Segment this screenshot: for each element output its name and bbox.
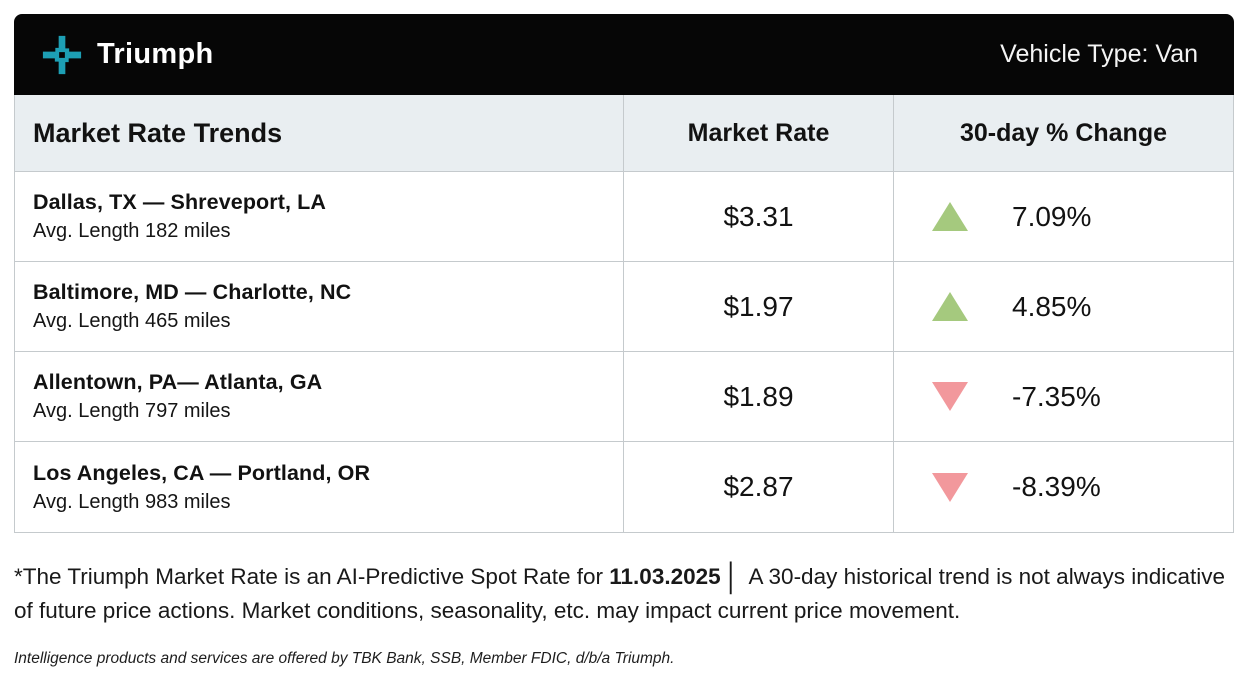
- separator-bar: │: [723, 562, 741, 592]
- change-value: 7.09%: [1012, 200, 1092, 232]
- lane-cell: Dallas, TX — Shreveport, LA Avg. Length …: [15, 172, 624, 261]
- down-triangle-icon: [932, 382, 968, 411]
- table-row: Allentown, PA— Atlanta, GA Avg. Length 7…: [15, 352, 1233, 442]
- change-value: -7.35%: [1012, 380, 1101, 412]
- down-triangle-icon: [932, 472, 968, 502]
- lane-name: Allentown, PA— Atlanta, GA: [33, 370, 323, 394]
- table-header-row: Market Rate Trends Market Rate 30-day % …: [15, 95, 1233, 172]
- up-triangle-icon: [932, 292, 968, 321]
- market-rate-value: $1.97: [624, 262, 894, 351]
- rate-date: 11.03.2025: [609, 564, 721, 589]
- vehicle-type-label: Vehicle Type: Van: [1000, 40, 1198, 68]
- lane-avg-length: Avg. Length 465 miles: [33, 310, 231, 332]
- triumph-cross-icon: [42, 35, 82, 74]
- disclaimer-prefix: *The Triumph Market Rate is an AI-Predic…: [14, 564, 610, 589]
- market-rate-value: $2.87: [624, 442, 894, 532]
- column-header-change: 30-day % Change: [959, 118, 1167, 147]
- change-value: 4.85%: [1012, 290, 1092, 322]
- table-row: Dallas, TX — Shreveport, LA Avg. Length …: [15, 172, 1233, 262]
- disclaimer-text: *The Triumph Market Rate is an AI-Predic…: [14, 560, 1234, 627]
- change-value: -8.39%: [1012, 471, 1101, 502]
- lane-avg-length: Avg. Length 797 miles: [33, 400, 231, 422]
- lane-cell: Los Angeles, CA — Portland, OR Avg. Leng…: [15, 442, 624, 532]
- top-brand-bar: Triumph Vehicle Type: Van: [14, 14, 1234, 95]
- report-card: Triumph Vehicle Type: Van Market Rate Tr…: [14, 14, 1234, 683]
- column-header-lane: Market Rate Trends: [15, 95, 624, 171]
- lane-cell: Allentown, PA— Atlanta, GA Avg. Length 7…: [15, 352, 624, 441]
- table-row: Baltimore, MD — Charlotte, NC Avg. Lengt…: [15, 262, 1233, 352]
- market-rate-table: Market Rate Trends Market Rate 30-day % …: [14, 95, 1234, 533]
- up-triangle-icon: [932, 202, 968, 231]
- change-cell: -8.39%: [894, 442, 1233, 532]
- market-rate-value: $1.89: [624, 352, 894, 441]
- change-cell: -7.35%: [894, 352, 1233, 441]
- brand-name: Triumph: [97, 38, 214, 70]
- lane-cell: Baltimore, MD — Charlotte, NC Avg. Lengt…: [15, 262, 624, 351]
- lane-name: Baltimore, MD — Charlotte, NC: [33, 280, 352, 304]
- change-cell: 4.85%: [894, 262, 1233, 351]
- column-header-rate: Market Rate: [624, 95, 894, 171]
- lane-avg-length: Avg. Length 983 miles: [33, 490, 231, 513]
- lane-avg-length: Avg. Length 182 miles: [33, 220, 231, 242]
- legal-text: Intelligence products and services are o…: [14, 649, 675, 667]
- lane-name: Dallas, TX — Shreveport, LA: [33, 190, 327, 214]
- disclaimer-suffix: A 30-day historical trend is not always …: [14, 564, 1226, 623]
- market-rate-value: $3.31: [624, 172, 894, 261]
- change-cell: 7.09%: [894, 172, 1233, 261]
- lane-name: Los Angeles, CA — Portland, OR: [33, 460, 371, 485]
- brand-lockup: Triumph: [40, 34, 214, 76]
- table-row: Los Angeles, CA — Portland, OR Avg. Leng…: [15, 442, 1233, 532]
